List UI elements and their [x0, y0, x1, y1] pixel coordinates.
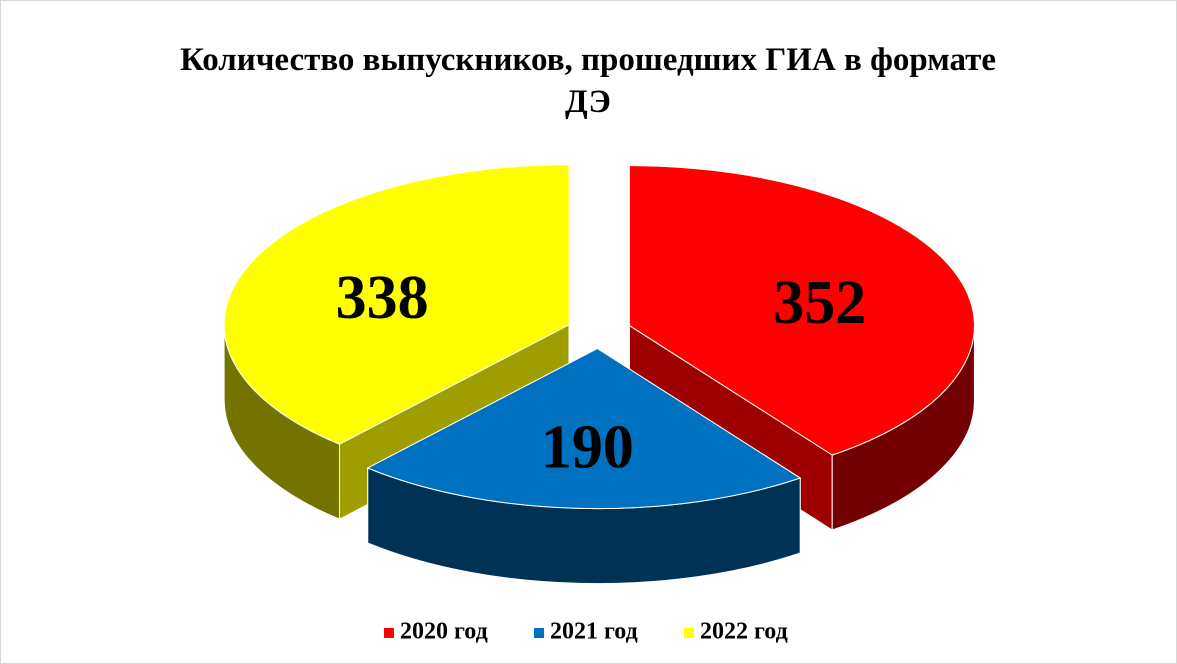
data-label: 338 [336, 264, 429, 332]
legend-label: 2020 год [400, 619, 488, 645]
data-label: 190 [541, 413, 634, 481]
slice [366, 348, 802, 510]
legend-label: 2021 год [550, 619, 638, 645]
legend-label: 2022 год [700, 619, 788, 645]
slice [223, 164, 570, 445]
chart-title: Количество выпускников, прошедших ГИА в … [179, 42, 997, 120]
legend-swatch [384, 628, 394, 638]
slice [628, 165, 975, 456]
slice [366, 347, 802, 585]
legend-swatch [684, 628, 694, 638]
legend-swatch [534, 628, 544, 638]
data-label: 352 [773, 269, 866, 337]
